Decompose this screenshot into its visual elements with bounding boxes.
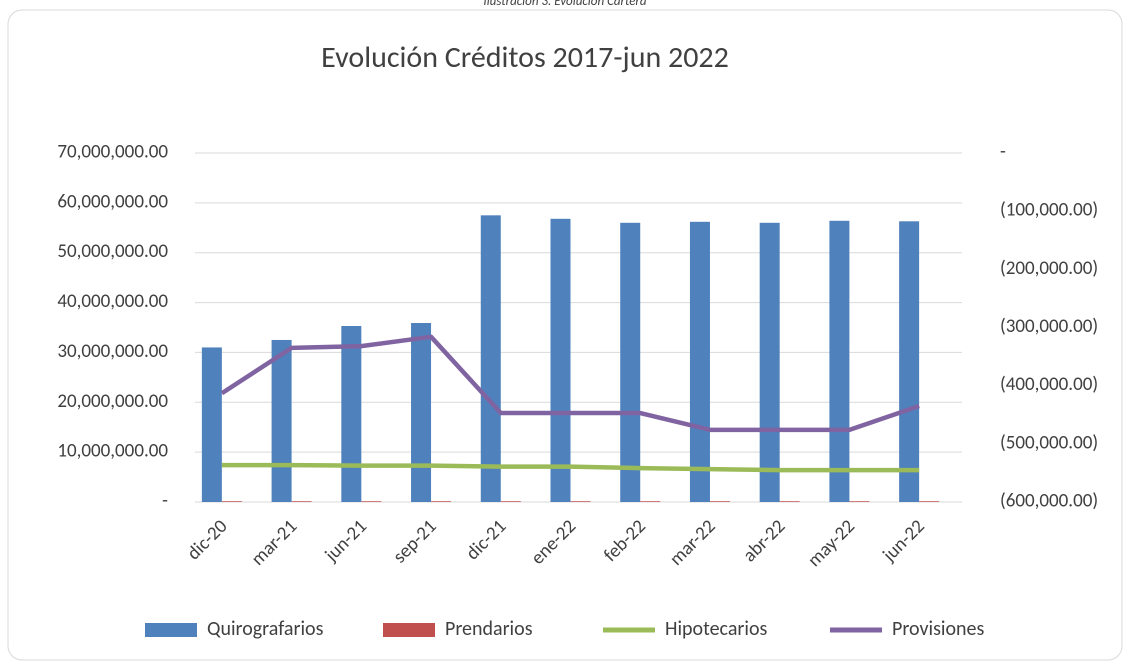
bar — [221, 501, 242, 502]
y2-tick-label: (600,000.00) — [1000, 490, 1098, 513]
y2-tick-label: (100,000.00) — [1000, 199, 1098, 222]
legend-label: Prendarios — [445, 617, 533, 641]
y-tick-label: - — [162, 490, 168, 513]
caption: Ilustración 3. Evolución Cartera — [483, 0, 646, 9]
bar — [829, 220, 850, 502]
legend-swatch — [383, 623, 435, 637]
bar — [500, 501, 521, 502]
bar — [849, 501, 870, 502]
y2-tick-label: (200,000.00) — [1000, 257, 1098, 280]
legend-swatch — [145, 623, 197, 637]
y-tick-label: 60,000,000.00 — [57, 190, 168, 213]
bar — [341, 326, 362, 502]
y2-tick-label: - — [1000, 141, 1006, 164]
bar — [201, 347, 222, 502]
line-series — [221, 462, 920, 473]
y2-tick-label: (500,000.00) — [1000, 431, 1098, 454]
bar — [431, 501, 452, 502]
bar — [550, 218, 571, 502]
y2-tick-label: (400,000.00) — [1000, 373, 1098, 396]
chart-title: Evolución Créditos 2017-jun 2022 — [321, 39, 729, 76]
legend-label: Quirografarios — [207, 617, 324, 641]
bar — [779, 501, 800, 502]
bar — [411, 323, 432, 502]
line-series — [220, 334, 920, 433]
bar — [291, 501, 312, 502]
bar — [899, 221, 920, 502]
bar — [480, 215, 501, 503]
y-tick-label: 50,000,000.00 — [57, 240, 168, 263]
bar — [271, 339, 292, 502]
bar — [759, 222, 780, 503]
y2-tick-label: (300,000.00) — [1000, 315, 1098, 338]
bar — [361, 501, 382, 502]
bar — [620, 222, 641, 503]
legend-label: Hipotecarios — [665, 617, 768, 641]
y-tick-label: 20,000,000.00 — [57, 390, 168, 413]
bar — [640, 501, 661, 502]
bar — [709, 501, 730, 502]
y-tick-label: 70,000,000.00 — [57, 141, 168, 164]
legend-label: Provisiones — [892, 617, 984, 641]
y-tick-label: 30,000,000.00 — [57, 340, 168, 363]
y-tick-label: 40,000,000.00 — [57, 290, 168, 313]
bar — [689, 221, 710, 502]
bar — [570, 501, 591, 502]
y-tick-label: 10,000,000.00 — [57, 440, 168, 463]
bar — [919, 501, 940, 502]
